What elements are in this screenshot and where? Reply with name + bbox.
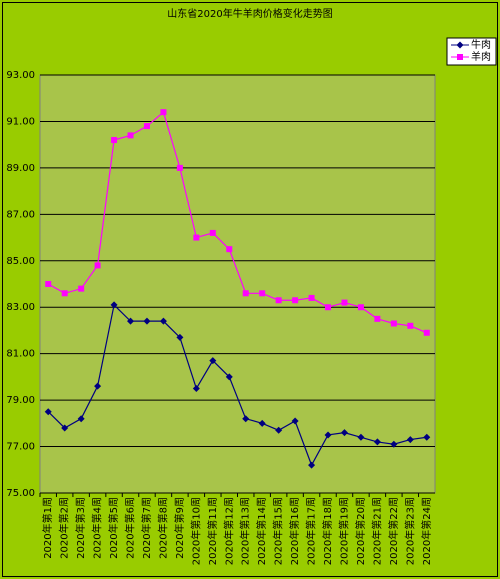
x-tick-label: 2020年第15周: [272, 497, 285, 565]
y-tick-label: 93.00: [6, 70, 35, 81]
point: [423, 329, 430, 336]
point: [209, 229, 216, 236]
x-tick-label: 2020年第11周: [206, 497, 219, 565]
x-tick-label: 2020年第21周: [370, 497, 383, 565]
point: [242, 415, 250, 423]
point: [308, 294, 315, 301]
y-tick-label: 79.00: [6, 395, 35, 406]
point: [94, 262, 101, 269]
x-tick-label: 2020年第6周: [124, 497, 137, 559]
point: [291, 417, 299, 425]
point: [340, 429, 348, 437]
point: [111, 137, 118, 144]
point: [341, 299, 348, 306]
point: [44, 408, 52, 416]
point: [94, 382, 102, 390]
x-tick-label: 2020年第3周: [74, 497, 87, 559]
point: [193, 234, 200, 241]
point: [292, 297, 299, 304]
x-tick-label: 2020年第23周: [403, 497, 416, 565]
legend-label: 羊肉: [471, 50, 491, 63]
y-tick-label: 81.00: [6, 349, 35, 360]
point: [423, 433, 431, 441]
point: [259, 290, 266, 297]
point: [390, 320, 397, 327]
y-tick-label: 77.00: [6, 442, 35, 453]
y-tick-label: 87.00: [6, 209, 35, 220]
point: [242, 290, 249, 297]
x-tick-label: 2020年第22周: [387, 497, 400, 565]
x-tick-label: 2020年第20周: [354, 497, 367, 565]
point: [226, 246, 233, 253]
point: [77, 415, 85, 423]
legend-box: [446, 37, 497, 66]
x-tick-label: 2020年第9周: [173, 497, 186, 559]
x-tick-label: 2020年第8周: [156, 497, 169, 559]
point: [110, 301, 118, 309]
y-tick-label: 89.00: [6, 163, 35, 174]
x-tick-label: 2020年第4周: [91, 497, 104, 559]
point: [192, 385, 200, 392]
point: [78, 285, 85, 292]
point: [275, 426, 283, 434]
plot-area: [39, 74, 436, 494]
point: [143, 317, 151, 325]
point: [143, 123, 150, 130]
legend-label: 牛肉: [471, 38, 491, 51]
x-tick-label: 2020年第5周: [107, 497, 120, 559]
x-tick-label: 2020年第18周: [321, 497, 334, 565]
point: [357, 433, 365, 441]
x-tick-label: 2020年第14周: [255, 497, 268, 565]
x-tick-label: 2020年第1周: [41, 497, 54, 559]
x-tick-label: 2020年第10周: [189, 497, 202, 565]
point: [374, 315, 381, 322]
y-tick-label: 91.00: [6, 116, 35, 127]
x-tick-label: 2020年第24周: [420, 497, 433, 565]
x-tick-label: 2020年第19周: [337, 497, 350, 565]
x-tick-label: 2020年第2周: [58, 497, 71, 559]
x-tick-label: 2020年第12周: [222, 497, 235, 565]
chart-title: 山东省2020年牛羊肉价格变化走势图: [167, 7, 332, 20]
point: [357, 304, 364, 311]
point: [325, 304, 332, 311]
point: [159, 317, 167, 325]
series-line: [47, 303, 427, 467]
x-tick-label: 2020年第7周: [140, 497, 153, 559]
point: [209, 357, 217, 365]
x-tick-label: 2020年第16周: [288, 497, 301, 565]
y-tick-label: 75.00: [6, 488, 35, 499]
point: [176, 333, 184, 341]
y-tick-label: 85.00: [6, 256, 35, 267]
y-tick-label: 83.00: [6, 302, 35, 313]
point: [324, 431, 332, 439]
point: [61, 424, 69, 432]
point: [176, 164, 183, 171]
point: [127, 132, 134, 139]
legend-marker: [457, 54, 463, 60]
point: [407, 322, 414, 329]
point: [61, 290, 68, 297]
legend-marker: [456, 41, 464, 49]
x-tick-label: 2020年第17周: [305, 497, 318, 565]
x-tick-label: 2020年第13周: [239, 497, 252, 565]
point: [373, 438, 381, 446]
point: [127, 317, 135, 325]
point: [160, 109, 167, 116]
point: [275, 297, 282, 304]
point: [390, 440, 398, 448]
point: [308, 461, 316, 469]
point: [45, 281, 52, 287]
point: [406, 436, 414, 444]
point: [225, 373, 233, 381]
point: [258, 419, 266, 427]
